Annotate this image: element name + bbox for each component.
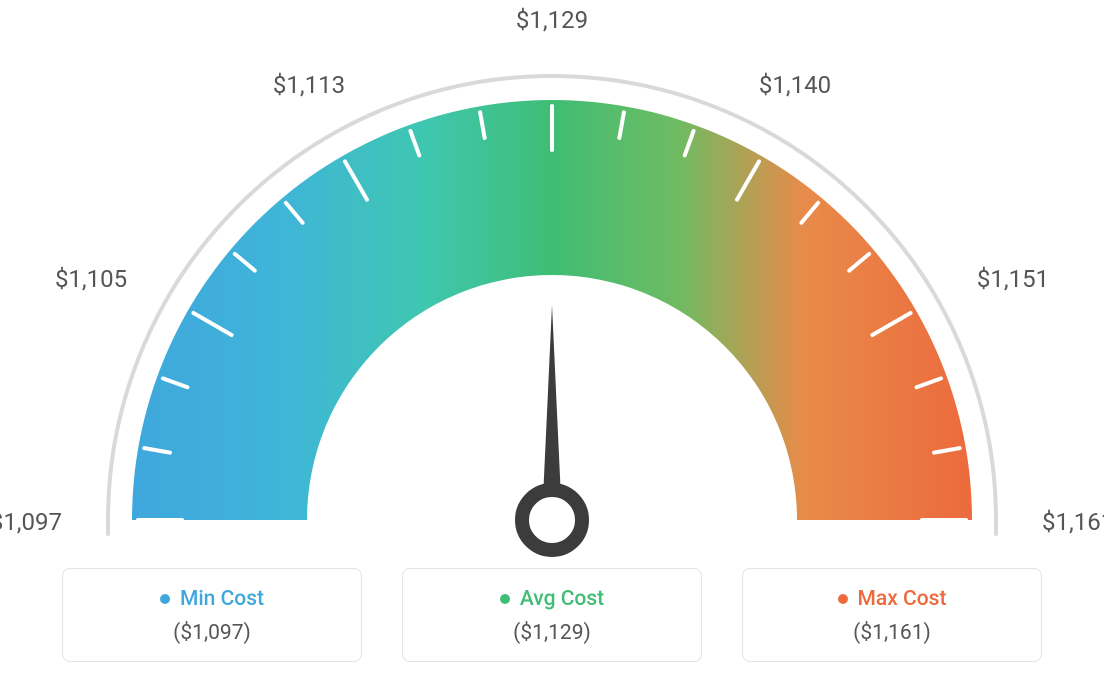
- gauge-tick-label: $1,129: [516, 6, 588, 34]
- gauge-tick-label: $1,140: [759, 71, 831, 99]
- legend-value-max: ($1,161): [753, 621, 1031, 645]
- legend-title-max: Max Cost: [858, 587, 947, 611]
- gauge-tick-label: $1,151: [977, 265, 1049, 293]
- legend-dot-max: [838, 594, 848, 604]
- legend-value-avg: ($1,129): [413, 621, 691, 645]
- gauge-tick-label: $1,105: [55, 265, 127, 293]
- legend-card-min: Min Cost ($1,097): [62, 568, 362, 662]
- gauge-tick-label: $1,113: [273, 71, 345, 99]
- legend-dot-avg: [500, 594, 510, 604]
- gauge-svg: [42, 40, 1062, 580]
- gauge-chart: $1,097 $1,105 $1,113 $1,129 $1,140 $1,151 $1,1…: [0, 0, 1104, 560]
- legend-value-min: ($1,097): [73, 621, 351, 645]
- legend-row: Min Cost ($1,097) Avg Cost ($1,129) Max …: [0, 568, 1104, 662]
- legend-title-avg: Avg Cost: [520, 587, 604, 611]
- legend-card-max: Max Cost ($1,161): [742, 568, 1042, 662]
- legend-card-avg: Avg Cost ($1,129): [402, 568, 702, 662]
- gauge-tick-label: $1,097: [0, 508, 62, 536]
- legend-title-min: Min Cost: [180, 587, 264, 611]
- gauge-tick-label: $1,161: [1042, 508, 1104, 536]
- legend-dot-min: [160, 594, 170, 604]
